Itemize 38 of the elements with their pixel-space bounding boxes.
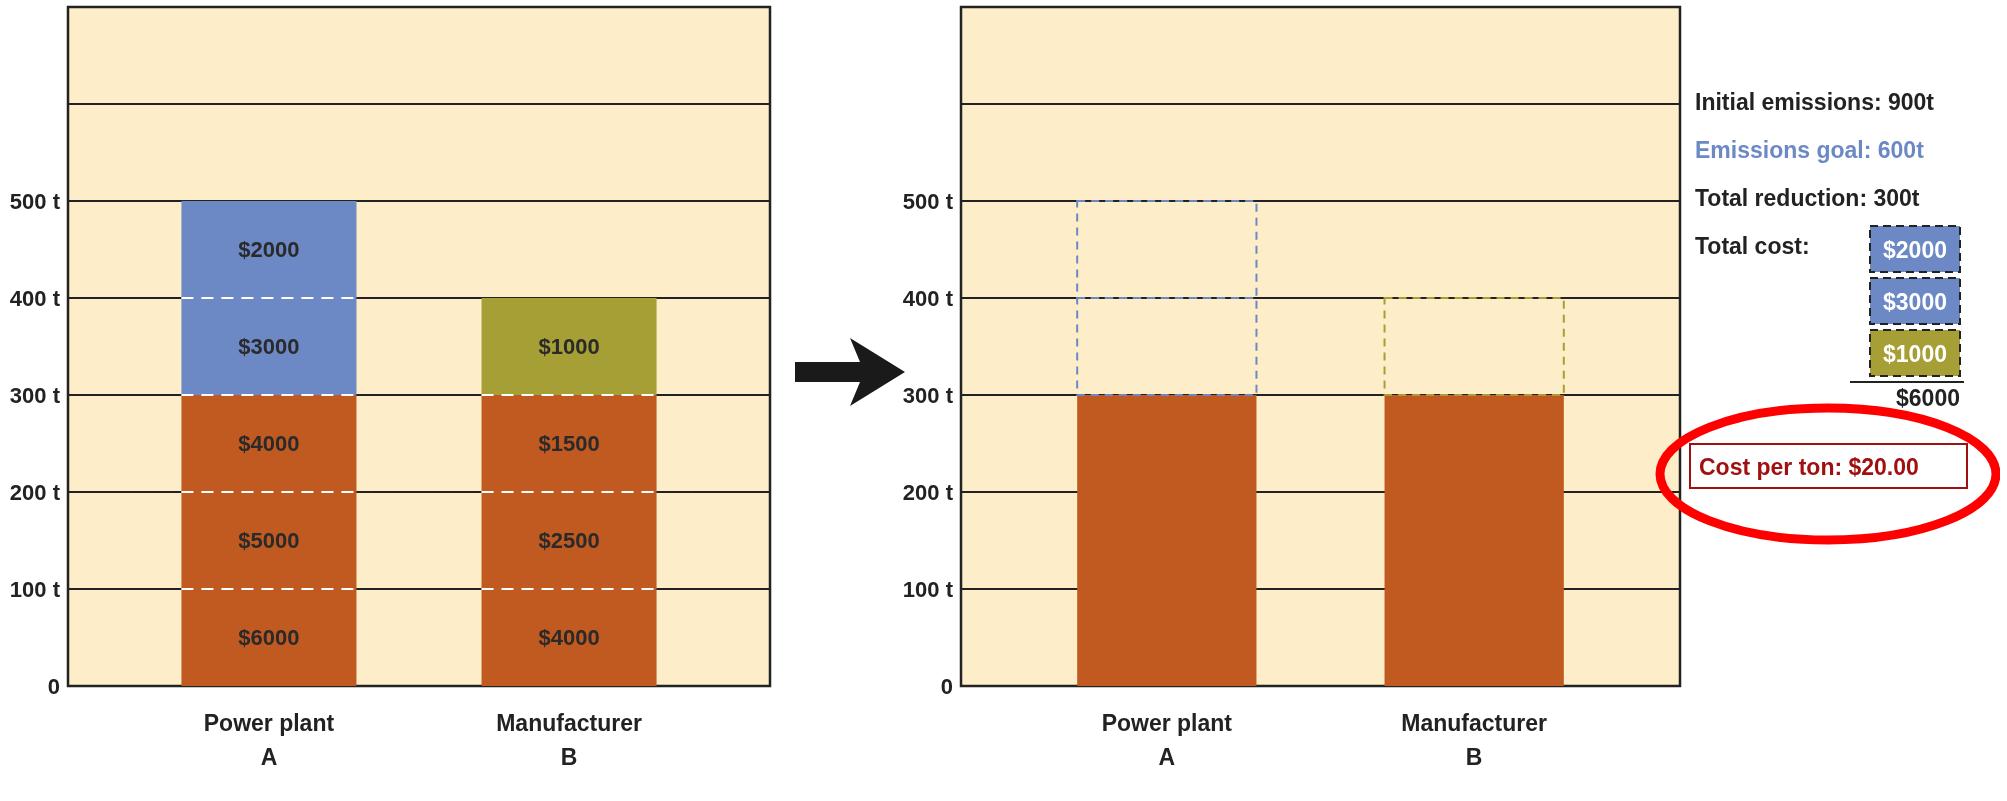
annotation: $2000 <box>238 237 300 262</box>
y-tick-label: 400 t <box>902 286 954 311</box>
annotation: $4000 <box>538 625 600 650</box>
bar <box>1384 395 1564 686</box>
text: Emissions goal: 600t <box>1695 137 1925 163</box>
y-tick-label: 200 t <box>902 480 954 505</box>
text: $6000 <box>1896 385 1960 411</box>
text: Total cost: <box>1695 233 1810 259</box>
text: $2000 <box>1883 237 1947 263</box>
y-tick-label: 300 t <box>9 383 61 408</box>
y-tick-label: 400 t <box>9 286 61 311</box>
annotation: $5000 <box>238 528 300 553</box>
y-tick-label: 0 <box>940 674 953 699</box>
x-tick-label: Power plant A <box>1101 710 1233 770</box>
y-tick-label: 200 t <box>9 480 61 505</box>
annotation: $4000 <box>238 431 300 456</box>
annotation: $6000 <box>238 625 300 650</box>
y-tick-label: 100 t <box>9 577 61 602</box>
y-tick-label: 500 t <box>9 189 61 214</box>
bar <box>1383 297 1565 396</box>
text: $1000 <box>1883 341 1947 367</box>
bar <box>481 298 657 395</box>
text: Initial emissions: 900t <box>1695 89 1935 115</box>
x-tick-label: Power plant A <box>203 710 335 770</box>
annotation: $1500 <box>538 431 600 456</box>
annotation: $2500 <box>538 528 600 553</box>
bar <box>1077 395 1257 686</box>
y-tick-label: 300 t <box>902 383 954 408</box>
y-tick-label: 100 t <box>902 577 954 602</box>
text: $3000 <box>1883 289 1947 315</box>
annotation: $3000 <box>238 334 300 359</box>
text: Cost per ton: $20.00 <box>1699 454 1919 480</box>
y-tick-label: 500 t <box>902 189 954 214</box>
x-tick-label: Manufacturer B <box>1401 710 1548 770</box>
x-tick-label: Manufacturer B <box>496 710 642 770</box>
annotation: $1000 <box>538 334 600 359</box>
text: Total reduction: 300t <box>1695 185 1920 211</box>
y-tick-label: 0 <box>47 674 60 699</box>
